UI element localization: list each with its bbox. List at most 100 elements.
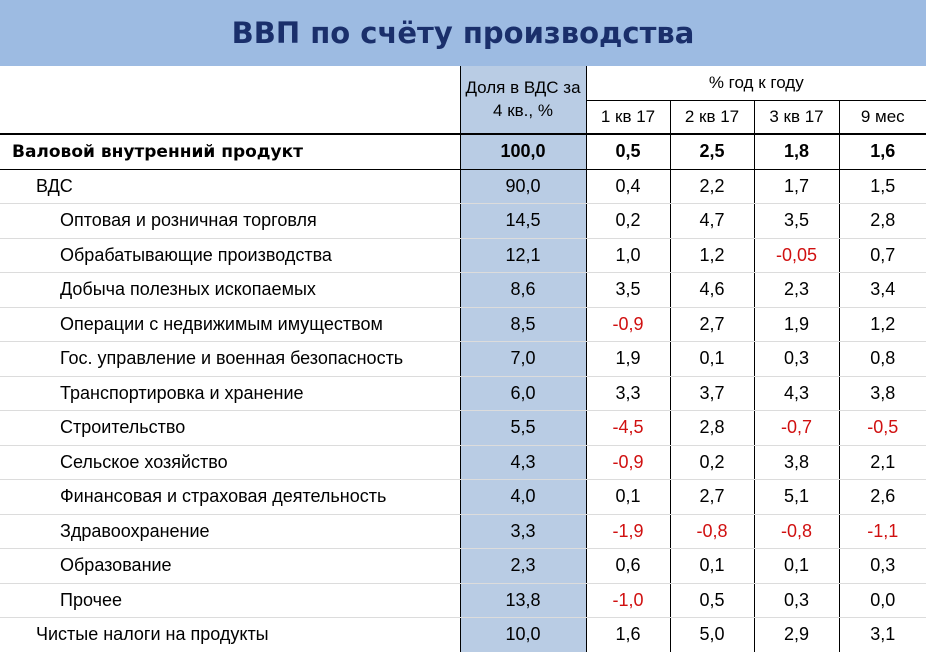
- value-cell: 1,7: [753, 169, 839, 204]
- table-row: Операции с недвижимым имуществом 8,5 -0,9 2…: [0, 307, 926, 342]
- share-cell: 2,3: [459, 548, 587, 584]
- value-cell: 1,2: [669, 238, 754, 273]
- value-cell: 4,3: [753, 376, 839, 411]
- value-cell: -4,5: [586, 410, 670, 446]
- table-row: Строительство 5,5 -4,5 2,8 -0,7 -0,5: [0, 410, 926, 446]
- value-cell: -1,9: [586, 514, 670, 549]
- value-cell: 1,2: [838, 307, 926, 342]
- share-cell: 14,5: [459, 203, 587, 239]
- table-row: Прочее 13,8 -1,0 0,5 0,3 0,0: [0, 583, 926, 618]
- share-cell: 12,1: [459, 238, 587, 273]
- share-cell: 90,0: [459, 169, 587, 204]
- value-cell: 1,0: [586, 238, 670, 273]
- row-label: Гос. управление и военная безопасность: [0, 341, 460, 377]
- period-header: 2 кв 17: [669, 100, 754, 134]
- table-row: Сельское хозяйство 4,3 -0,9 0,2 3,8 2,1: [0, 445, 926, 480]
- table-row: Валовой внутренний продукт 100,0 0,5 2,5 1,8…: [0, 133, 926, 170]
- value-cell: 0,5: [586, 133, 670, 170]
- value-cell: -0,8: [669, 514, 754, 549]
- row-label: Транспортировка и хранение: [0, 376, 460, 411]
- table-row: Обрабатывающие производства 12,1 1,0 1,2 -0,…: [0, 238, 926, 273]
- table-row: Гос. управление и военная безопасность 7,…: [0, 341, 926, 377]
- value-cell: 2,9: [753, 617, 839, 652]
- share-cell: 5,5: [459, 410, 587, 446]
- row-label: Сельское хозяйство: [0, 445, 460, 480]
- period-header: 9 мес: [838, 100, 926, 134]
- table-row: Оптовая и розничная торговля 14,5 0,2 4,7 3,…: [0, 203, 926, 239]
- value-cell: -0,8: [753, 514, 839, 549]
- value-cell: 0,3: [753, 583, 839, 618]
- value-cell: 1,5: [838, 169, 926, 204]
- share-cell: 8,6: [459, 272, 587, 308]
- value-cell: 0,6: [586, 548, 670, 584]
- table-row: Финансовая и страховая деятельность 4,0 0,…: [0, 479, 926, 515]
- row-label: Здравоохранение: [0, 514, 460, 549]
- value-cell: 2,8: [669, 410, 754, 446]
- share-header: Доля в ВДС за 4 кв., %: [459, 66, 587, 134]
- value-cell: 3,5: [586, 272, 670, 308]
- value-cell: 0,1: [669, 341, 754, 377]
- row-label: Образование: [0, 548, 460, 584]
- table-row: Добыча полезных ископаемых 8,6 3,5 4,6 2,3 3,…: [0, 272, 926, 308]
- value-cell: 0,5: [669, 583, 754, 618]
- value-cell: 2,7: [669, 307, 754, 342]
- value-cell: -1,0: [586, 583, 670, 618]
- label-header: [0, 66, 460, 134]
- value-cell: 3,8: [753, 445, 839, 480]
- row-label: Финансовая и страховая деятельность: [0, 479, 460, 515]
- value-cell: 0,3: [753, 341, 839, 377]
- value-cell: -0,5: [838, 410, 926, 446]
- value-cell: -1,1: [838, 514, 926, 549]
- table-row: Здравоохранение 3,3 -1,9 -0,8 -0,8 -1,1: [0, 514, 926, 549]
- share-cell: 8,5: [459, 307, 587, 342]
- value-cell: 5,0: [669, 617, 754, 652]
- row-label: ВДС: [0, 169, 460, 204]
- value-cell: 0,1: [753, 548, 839, 584]
- value-cell: 2,2: [669, 169, 754, 204]
- value-cell: 1,9: [586, 341, 670, 377]
- value-cell: 2,8: [838, 203, 926, 239]
- table-row: Транспортировка и хранение 6,0 3,3 3,7 4,3 3,…: [0, 376, 926, 411]
- page-title: ВВП по счёту производства: [231, 16, 695, 50]
- row-label: Прочее: [0, 583, 460, 618]
- row-label: Обрабатывающие производства: [0, 238, 460, 273]
- value-cell: 3,8: [838, 376, 926, 411]
- row-label: Строительство: [0, 410, 460, 446]
- share-cell: 10,0: [459, 617, 587, 652]
- value-cell: 1,6: [838, 133, 926, 170]
- value-cell: -0,9: [586, 445, 670, 480]
- period-header: 3 кв 17: [753, 100, 839, 134]
- value-cell: -0,9: [586, 307, 670, 342]
- row-label: Чистые налоги на продукты: [0, 617, 460, 652]
- share-cell: 7,0: [459, 341, 587, 377]
- value-cell: -0,05: [753, 238, 839, 273]
- share-cell: 4,0: [459, 479, 587, 515]
- share-cell: 13,8: [459, 583, 587, 618]
- value-cell: 1,6: [586, 617, 670, 652]
- value-cell: 3,7: [669, 376, 754, 411]
- value-cell: 0,4: [586, 169, 670, 204]
- value-cell: 2,6: [838, 479, 926, 515]
- title-bar: ВВП по счёту производства: [0, 0, 926, 66]
- value-cell: 3,1: [838, 617, 926, 652]
- value-cell: 0,3: [838, 548, 926, 584]
- value-cell: 1,8: [753, 133, 839, 170]
- value-cell: 3,5: [753, 203, 839, 239]
- value-cell: 5,1: [753, 479, 839, 515]
- row-label: Добыча полезных ископаемых: [0, 272, 460, 308]
- share-cell: 3,3: [459, 514, 587, 549]
- share-cell: 100,0: [459, 133, 587, 170]
- value-cell: 4,6: [669, 272, 754, 308]
- value-cell: 0,1: [669, 548, 754, 584]
- period-header: 1 кв 17: [600, 107, 656, 126]
- value-cell: 2,5: [669, 133, 754, 170]
- row-label: Операции с недвижимым имуществом: [0, 307, 460, 342]
- value-cell: 0,2: [586, 203, 670, 239]
- value-cell: 1,9: [753, 307, 839, 342]
- value-cell: 2,3: [753, 272, 839, 308]
- table-body: Валовой внутренний продукт 100,0 0,5 2,5 1,8…: [0, 133, 926, 652]
- value-cell: 4,7: [669, 203, 754, 239]
- value-cell: 0,7: [838, 238, 926, 273]
- value-cell: 0,0: [838, 583, 926, 618]
- share-cell: 4,3: [459, 445, 587, 480]
